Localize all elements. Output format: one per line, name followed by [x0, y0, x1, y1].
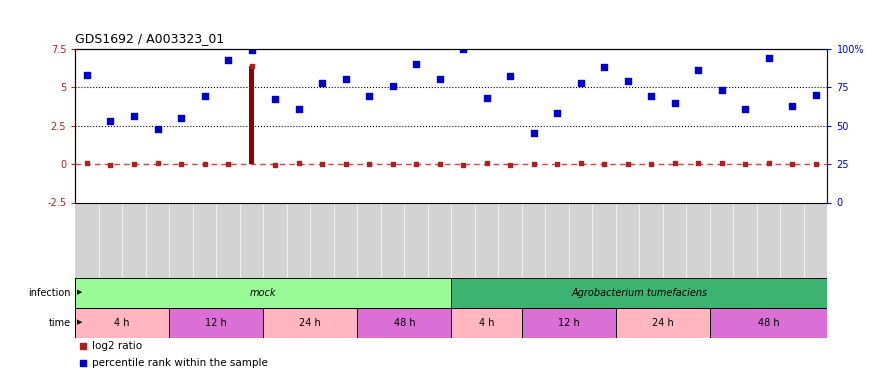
Bar [451, 278, 827, 308]
Point [409, 61, 423, 67]
Point [738, 161, 752, 167]
Point [503, 162, 517, 168]
Point [503, 74, 517, 80]
Text: 24 h: 24 h [652, 318, 673, 327]
Point [644, 93, 658, 99]
Bar [358, 308, 451, 338]
Text: ▶: ▶ [77, 320, 82, 326]
Text: time: time [49, 318, 71, 327]
Text: 4 h: 4 h [479, 318, 495, 327]
Point [315, 80, 329, 86]
Bar [75, 308, 169, 338]
Text: 4 h: 4 h [114, 318, 130, 327]
Point [512, 121, 527, 127]
Point [362, 93, 376, 99]
Point [80, 72, 94, 78]
Text: percentile rank within the sample: percentile rank within the sample [92, 358, 267, 368]
Text: 48 h: 48 h [758, 318, 780, 327]
Point [667, 100, 681, 106]
Point [244, 63, 258, 69]
Point [550, 110, 565, 116]
Bar [169, 308, 264, 338]
Point [104, 118, 118, 124]
Point [620, 161, 635, 167]
Point [738, 106, 752, 112]
Point [480, 160, 494, 166]
Point [809, 161, 823, 167]
Point [762, 160, 776, 166]
Point [386, 82, 400, 88]
Point [480, 95, 494, 101]
Bar [249, 66, 255, 164]
Point [527, 130, 541, 136]
Point [691, 67, 705, 73]
Point [150, 160, 165, 166]
Point [785, 161, 799, 167]
Point [80, 160, 94, 166]
Text: infection: infection [28, 288, 71, 297]
Text: GDS1692 / A003323_01: GDS1692 / A003323_01 [75, 32, 225, 45]
Text: 12 h: 12 h [558, 318, 580, 327]
Text: mock: mock [250, 288, 276, 297]
Point [127, 113, 141, 119]
Text: Agrobacterium tumefaciens: Agrobacterium tumefaciens [572, 288, 707, 297]
Point [268, 162, 282, 168]
Point [104, 162, 118, 168]
Point [197, 161, 212, 167]
Point [244, 47, 258, 53]
Point [174, 115, 189, 121]
Point [573, 160, 588, 166]
Point [409, 161, 423, 167]
Point [573, 80, 588, 86]
Point [714, 160, 728, 166]
Bar [522, 308, 616, 338]
Point [386, 161, 400, 167]
Point [527, 161, 541, 167]
Point [291, 160, 305, 166]
Point [338, 161, 352, 167]
Point [597, 161, 612, 167]
Text: ▶: ▶ [77, 290, 82, 296]
Point [691, 160, 705, 166]
Text: 12 h: 12 h [205, 318, 227, 327]
Point [150, 126, 165, 132]
Point [550, 161, 565, 167]
Point [620, 78, 635, 84]
Point [127, 161, 141, 167]
Point [291, 106, 305, 112]
Point [362, 161, 376, 167]
Bar [616, 308, 710, 338]
Point [762, 55, 776, 61]
Point [221, 161, 235, 167]
Text: 24 h: 24 h [299, 318, 321, 327]
Point [433, 76, 447, 82]
Point [456, 46, 470, 52]
Point [197, 93, 212, 99]
Point [315, 161, 329, 167]
Point [597, 64, 612, 70]
Point [644, 161, 658, 167]
Bar [264, 308, 358, 338]
Text: log2 ratio: log2 ratio [92, 341, 142, 351]
Bar [75, 278, 451, 308]
Point [174, 161, 189, 167]
Text: 48 h: 48 h [394, 318, 415, 327]
Point [221, 57, 235, 63]
Bar [710, 308, 827, 338]
Point [338, 76, 352, 82]
Bar [451, 308, 522, 338]
Point [433, 161, 447, 167]
Point [714, 87, 728, 93]
Point [667, 160, 681, 166]
Point [785, 103, 799, 109]
Point [512, 274, 527, 280]
Point [456, 162, 470, 168]
Point [268, 96, 282, 102]
Point [809, 92, 823, 98]
